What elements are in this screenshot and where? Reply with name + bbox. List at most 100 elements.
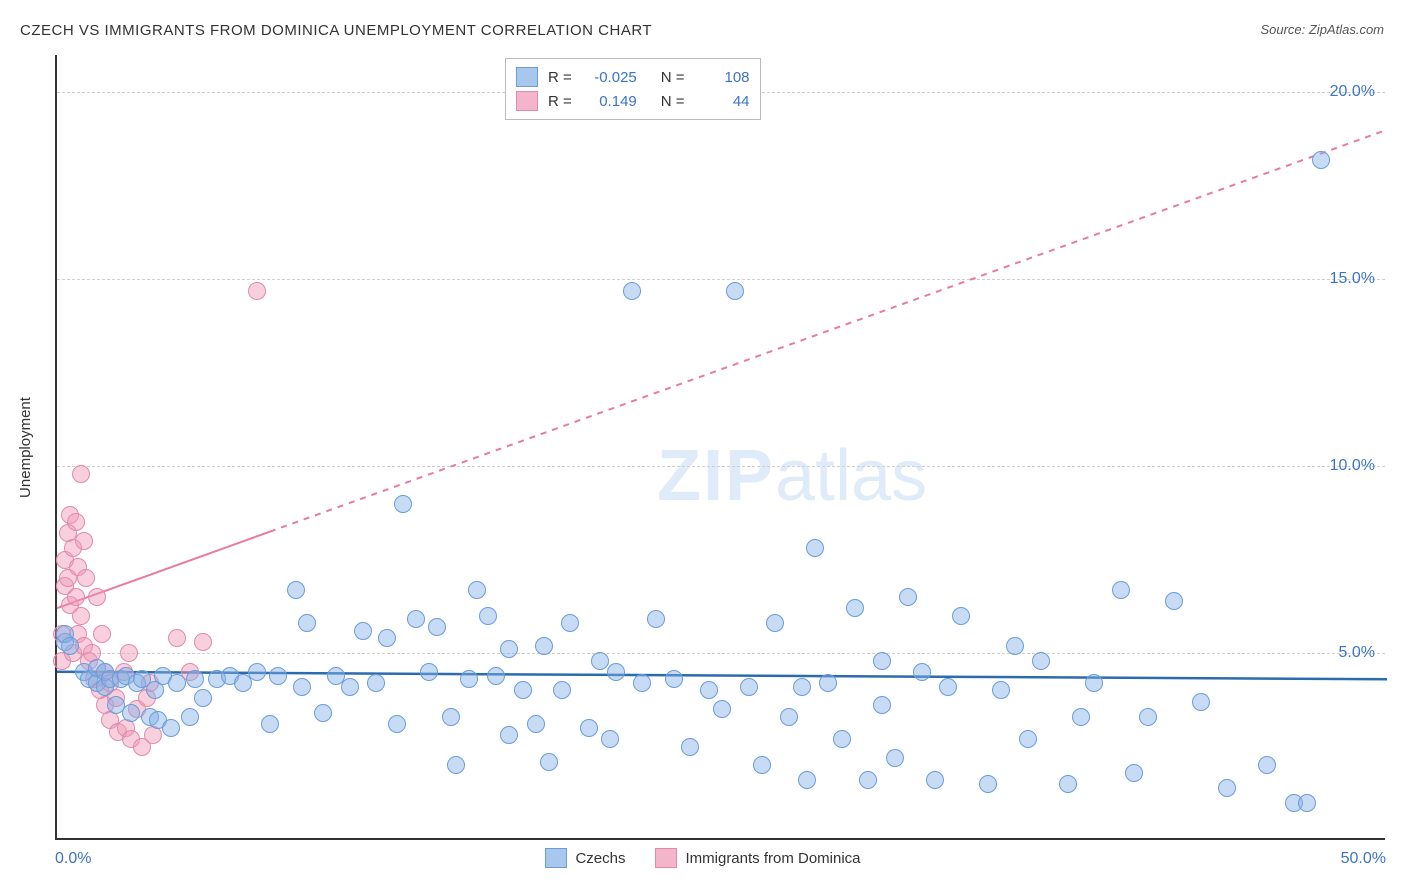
legend-label-pink: Immigrants from Dominica	[685, 850, 860, 867]
blue-point	[766, 614, 784, 632]
blue-point	[601, 730, 619, 748]
blue-point	[407, 610, 425, 628]
stats-row-pink: R =0.149N =44	[516, 89, 750, 113]
stats-legend: R =-0.025N =108R =0.149N =44	[505, 58, 761, 120]
blue-point	[819, 674, 837, 692]
blue-point	[61, 637, 79, 655]
blue-point	[122, 704, 140, 722]
blue-point	[168, 674, 186, 692]
blue-point	[447, 756, 465, 774]
blue-point	[553, 681, 571, 699]
pink-point	[75, 532, 93, 550]
blue-point	[1192, 693, 1210, 711]
blue-point	[833, 730, 851, 748]
blue-point	[846, 599, 864, 617]
blue-point	[780, 708, 798, 726]
blue-point	[806, 539, 824, 557]
blue-point	[194, 689, 212, 707]
blue-point	[248, 663, 266, 681]
stat-R-label: R =	[548, 93, 572, 110]
blue-point	[341, 678, 359, 696]
blue-point	[979, 775, 997, 793]
blue-point	[186, 670, 204, 688]
blue-point	[181, 708, 199, 726]
blue-point	[873, 652, 891, 670]
chart-container: CZECH VS IMMIGRANTS FROM DOMINICA UNEMPL…	[0, 0, 1406, 892]
blue-point	[487, 667, 505, 685]
blue-point	[1218, 779, 1236, 797]
blue-point	[1019, 730, 1037, 748]
blue-point	[1312, 151, 1330, 169]
blue-point	[623, 282, 641, 300]
blue-point	[354, 622, 372, 640]
blue-point	[886, 749, 904, 767]
blue-point	[899, 588, 917, 606]
blue-point	[479, 607, 497, 625]
plot-area: ZIPatlas 5.0%10.0%15.0%20.0%	[55, 55, 1385, 840]
blue-point	[1125, 764, 1143, 782]
blue-point	[1072, 708, 1090, 726]
blue-point	[460, 670, 478, 688]
blue-point	[633, 674, 651, 692]
blue-point	[1112, 581, 1130, 599]
pink-point	[120, 644, 138, 662]
blue-point	[428, 618, 446, 636]
stat-N-value: 108	[695, 69, 750, 86]
pink-point	[77, 569, 95, 587]
blue-point	[726, 282, 744, 300]
stat-N-label: N =	[661, 69, 685, 86]
blue-point	[261, 715, 279, 733]
stat-R-value: -0.025	[582, 69, 637, 86]
blue-point	[607, 663, 625, 681]
blue-point	[394, 495, 412, 513]
blue-point	[665, 670, 683, 688]
legend-label-blue: Czechs	[575, 850, 625, 867]
blue-point	[591, 652, 609, 670]
trend-lines-svg	[57, 55, 1387, 840]
pink-point	[88, 588, 106, 606]
blue-point	[1258, 756, 1276, 774]
pink-point	[194, 633, 212, 651]
pink-point	[67, 513, 85, 531]
legend-item-blue: Czechs	[545, 848, 625, 868]
blue-point	[939, 678, 957, 696]
blue-point	[500, 726, 518, 744]
blue-point	[1139, 708, 1157, 726]
blue-point	[378, 629, 396, 647]
legend-item-pink: Immigrants from Dominica	[655, 848, 860, 868]
blue-point	[535, 637, 553, 655]
blue-point	[1006, 637, 1024, 655]
blue-point	[1085, 674, 1103, 692]
blue-point	[713, 700, 731, 718]
pink-trend-dashed	[270, 130, 1387, 532]
blue-point	[420, 663, 438, 681]
y-axis-label-wrap: Unemployment	[10, 55, 40, 840]
blue-point	[540, 753, 558, 771]
swatch-pink	[516, 91, 538, 111]
series-legend: Czechs Immigrants from Dominica	[0, 848, 1406, 868]
pink-point	[72, 465, 90, 483]
blue-point	[367, 674, 385, 692]
blue-point	[293, 678, 311, 696]
blue-point	[269, 667, 287, 685]
stat-N-value: 44	[695, 93, 750, 110]
pink-point	[93, 625, 111, 643]
y-axis-label: Unemployment	[17, 397, 34, 498]
stat-R-value: 0.149	[582, 93, 637, 110]
blue-point	[873, 696, 891, 714]
blue-point	[1032, 652, 1050, 670]
pink-point	[67, 588, 85, 606]
blue-point	[388, 715, 406, 733]
blue-point	[468, 581, 486, 599]
blue-point	[514, 681, 532, 699]
stats-row-blue: R = -0.025 N = 108	[516, 65, 750, 89]
stat-R-label: R =	[548, 69, 572, 86]
blue-point	[700, 681, 718, 699]
blue-point	[1165, 592, 1183, 610]
blue-point	[647, 610, 665, 628]
blue-point	[527, 715, 545, 733]
blue-point	[314, 704, 332, 722]
blue-point	[162, 719, 180, 737]
blue-point	[1059, 775, 1077, 793]
legend-swatch-pink	[655, 848, 677, 868]
